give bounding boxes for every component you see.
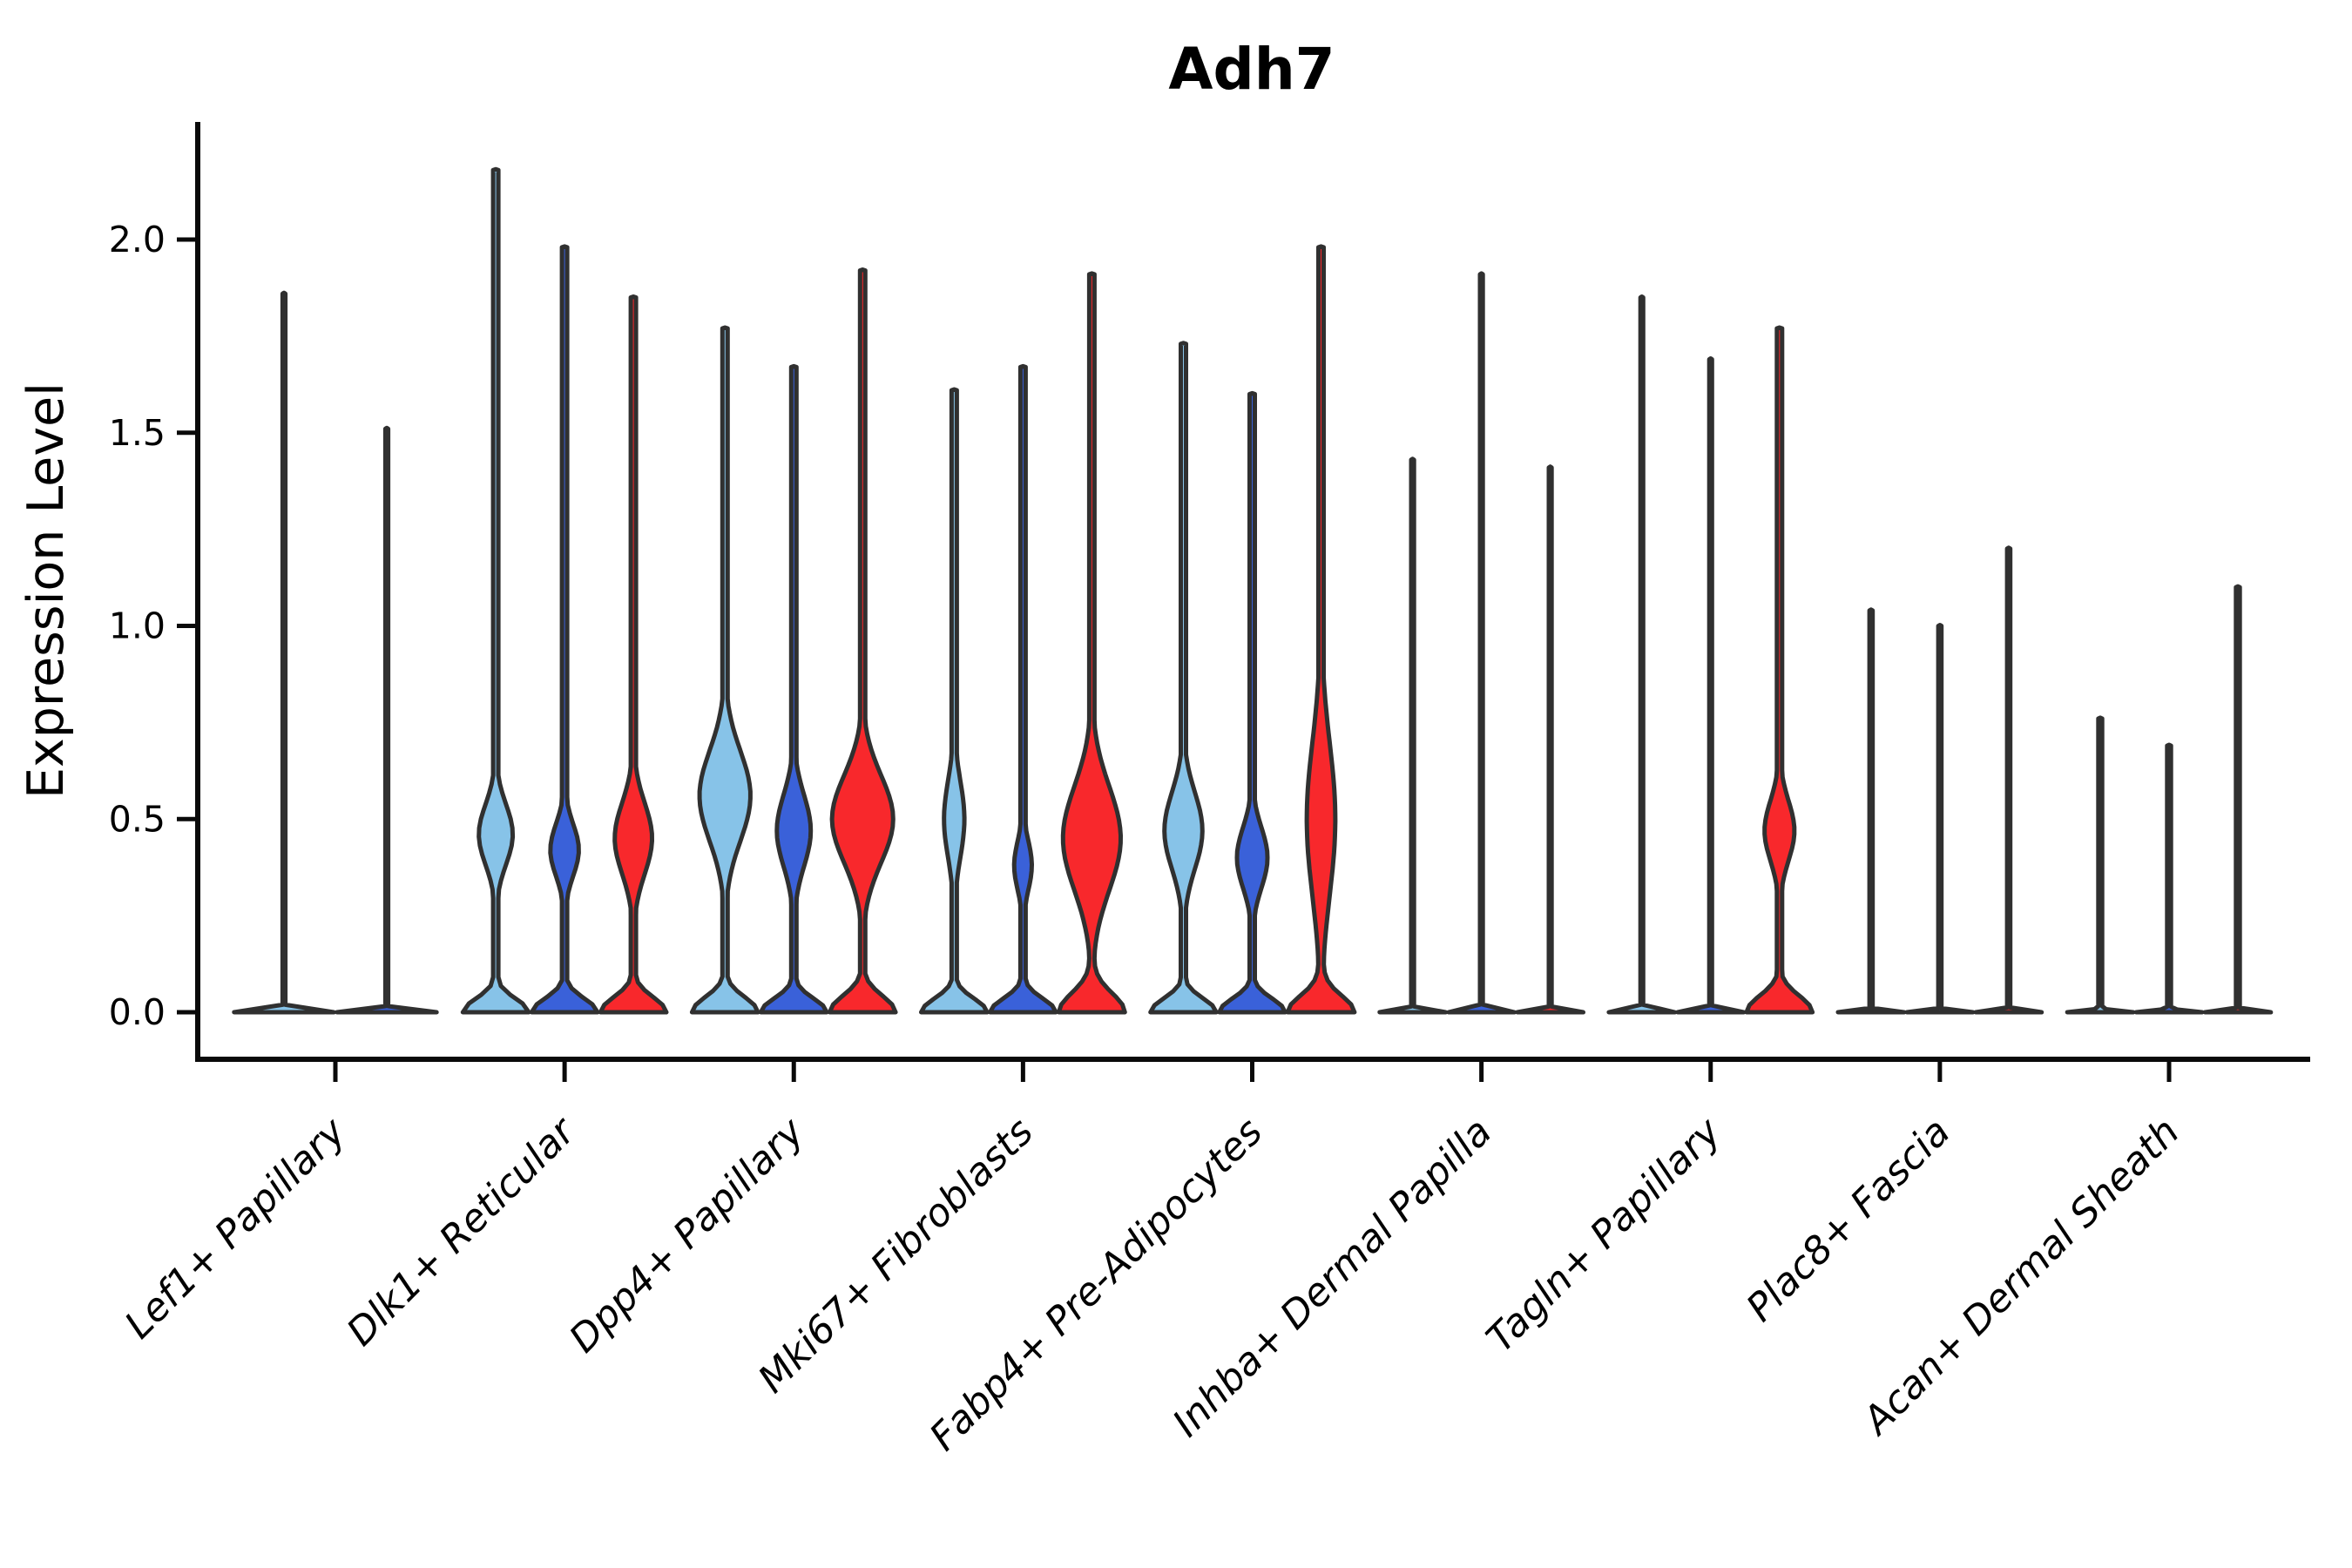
x-tick-label: Lef1+ Papillary <box>117 1109 355 1348</box>
violin-fabp4-pre-adipocytes-split1 <box>1148 341 1219 1015</box>
y-axis-label: Expression Level <box>17 382 75 799</box>
y-tick-label: 0.0 <box>109 991 166 1033</box>
violin-tagln-papillary-split2 <box>1675 356 1747 1015</box>
y-tick-label: 0.5 <box>109 798 166 840</box>
violin-inhba-dermal-papilla-split3 <box>1515 464 1585 1015</box>
violin-tagln-papillary-split3 <box>1744 325 1815 1015</box>
x-tick-label: Tagln+ Papillary <box>1478 1109 1730 1361</box>
violin-dlk1-reticular-split1 <box>460 166 531 1015</box>
x-tick-label: Dlk1+ Reticular <box>339 1108 585 1355</box>
violin-mki67-fibroblasts-split1 <box>919 387 990 1015</box>
violin-fabp4-pre-adipocytes-split3 <box>1285 244 1357 1015</box>
violin-plac8-fascia-split1 <box>1835 607 1907 1015</box>
y-tick-label: 1.5 <box>109 412 166 454</box>
violin-fabp4-pre-adipocytes-split2 <box>1217 390 1288 1015</box>
violin-acan-dermal-sheath-split3 <box>2202 584 2274 1015</box>
x-tick-label: Plac8+ Fascia <box>1738 1110 1958 1330</box>
violin-dlk1-reticular-split2 <box>529 244 600 1015</box>
violin-inhba-dermal-papilla-split1 <box>1377 456 1448 1015</box>
violin-dpp4-papillary-split1 <box>689 325 760 1015</box>
violin-dlk1-reticular-split3 <box>598 294 669 1015</box>
y-tick-label: 2.0 <box>109 219 166 260</box>
violin-dpp4-papillary-split3 <box>827 267 898 1015</box>
violin-tagln-papillary-split1 <box>1606 294 1678 1015</box>
violin-acan-dermal-sheath-split1 <box>2065 715 2136 1015</box>
violin-plac8-fascia-split2 <box>1904 623 1976 1015</box>
violin-mki67-fibroblasts-split2 <box>988 363 1058 1015</box>
plot-title: Adh7 <box>1168 36 1335 103</box>
violin-mki67-fibroblasts-split3 <box>1056 271 1127 1015</box>
violin-plac8-fascia-split3 <box>1973 545 2044 1015</box>
violin-dpp4-papillary-split2 <box>758 363 829 1015</box>
y-tick-label: 1.0 <box>109 605 166 647</box>
violin-acan-dermal-sheath-split2 <box>2133 742 2205 1015</box>
violin-inhba-dermal-papilla-split2 <box>1446 271 1517 1015</box>
violin-lef1-papillary-split2 <box>335 425 439 1015</box>
x-tick-label: Dpp4+ Papillary <box>561 1109 814 1362</box>
violin-lef1-papillary-split1 <box>232 290 336 1015</box>
violins-layer <box>232 166 2274 1015</box>
